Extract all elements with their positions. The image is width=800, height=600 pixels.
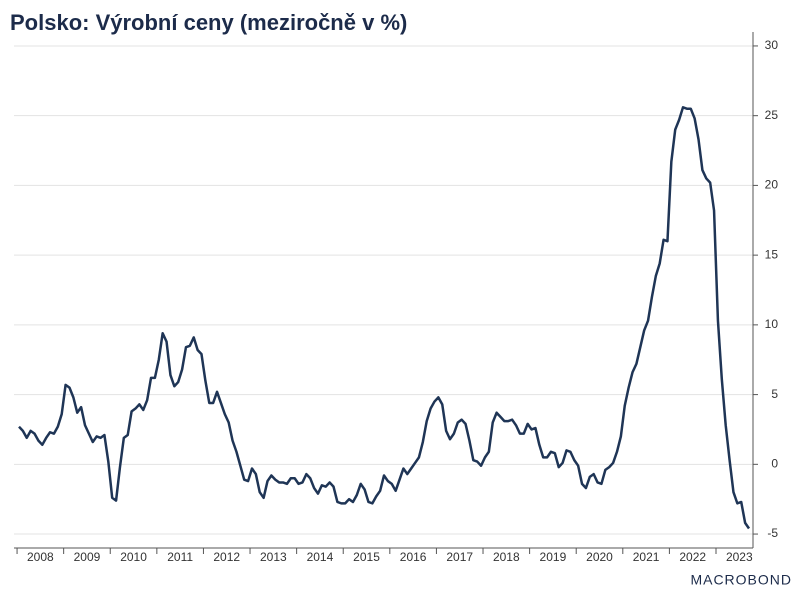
x-tick-label: 2011 — [167, 550, 193, 564]
y-tick-label: 25 — [765, 108, 779, 122]
x-tick-label: 2016 — [400, 550, 427, 564]
x-tick-label: 2021 — [633, 550, 660, 564]
y-tick-label: 20 — [765, 178, 779, 192]
x-tick-label: 2019 — [540, 550, 567, 564]
x-tick-label: 2017 — [446, 550, 473, 564]
x-tick-label: 2010 — [120, 550, 147, 564]
chart-title: Polsko: Výrobní ceny (meziročně v %) — [10, 10, 407, 35]
y-tick-label: 10 — [765, 317, 779, 331]
x-tick-label: 2023 — [726, 550, 753, 564]
x-tick-label: 2013 — [260, 550, 287, 564]
x-tick-label: 2014 — [307, 550, 334, 564]
y-tick-label: -5 — [767, 526, 778, 540]
x-tick-label: 2008 — [27, 550, 54, 564]
x-tick-label: 2022 — [679, 550, 706, 564]
y-tick-label: 30 — [765, 38, 779, 52]
data-line — [18, 106, 751, 530]
x-tick-label: 2009 — [74, 550, 101, 564]
source-logo: MACROBOND — [690, 572, 792, 588]
y-tick-label: 15 — [765, 247, 779, 261]
y-tick-label: 0 — [771, 456, 778, 470]
y-tick-label: 5 — [771, 387, 778, 401]
x-tick-label: 2018 — [493, 550, 520, 564]
x-tick-label: 2020 — [586, 550, 613, 564]
x-tick-label: 2012 — [213, 550, 240, 564]
x-tick-label: 2015 — [353, 550, 380, 564]
